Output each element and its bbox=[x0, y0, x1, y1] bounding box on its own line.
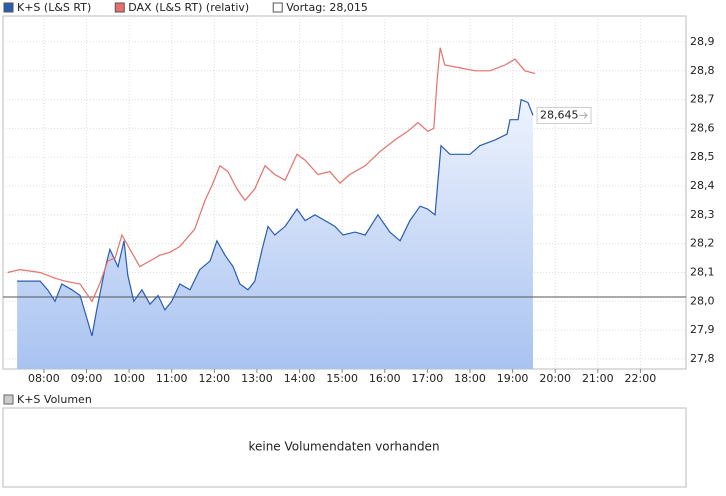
last-value-label: 28,645 bbox=[540, 108, 579, 121]
legend-label: K+S (L&S RT) bbox=[17, 1, 91, 14]
legend-label: DAX (L&S RT) (relativ) bbox=[128, 1, 249, 14]
x-tick-label: 08:00 bbox=[28, 372, 60, 385]
y-tick-label: 28,1 bbox=[690, 265, 715, 278]
legend-swatch bbox=[114, 2, 125, 13]
y-tick-label: 28,9 bbox=[690, 35, 715, 48]
volume-legend-box bbox=[3, 394, 14, 405]
legend: K+S (L&S RT) DAX (L&S RT) (relativ) Vortag… bbox=[3, 1, 368, 14]
x-tick-label: 22:00 bbox=[625, 372, 657, 385]
y-tick-label: 28,8 bbox=[690, 64, 715, 77]
legend-swatch bbox=[272, 2, 283, 13]
y-tick-label: 28,6 bbox=[690, 121, 715, 134]
y-tick-label: 27,8 bbox=[690, 352, 715, 365]
legend-label: Vortag: 28,015 bbox=[286, 1, 368, 14]
y-tick-label: 28,0 bbox=[690, 294, 715, 307]
volume-message: keine Volumendaten vorhanden bbox=[248, 440, 439, 454]
x-tick-label: 09:00 bbox=[71, 372, 103, 385]
last-value-arrow bbox=[579, 112, 588, 119]
x-tick-label: 19:00 bbox=[497, 372, 529, 385]
x-tick-label: 21:00 bbox=[582, 372, 614, 385]
y-tick-label: 28,4 bbox=[690, 179, 715, 192]
x-tick-label: 12:00 bbox=[198, 372, 230, 385]
y-tick-label: 28,3 bbox=[690, 208, 715, 221]
x-tick-label: 13:00 bbox=[241, 372, 273, 385]
x-tick-label: 11:00 bbox=[156, 372, 188, 385]
volume-title: K+S Volumen bbox=[17, 393, 92, 406]
x-tick-label: 20:00 bbox=[539, 372, 571, 385]
x-tick-label: 16:00 bbox=[369, 372, 401, 385]
x-tick-label: 14:00 bbox=[284, 372, 316, 385]
x-tick-label: 15:00 bbox=[326, 372, 358, 385]
x-tick-label: 18:00 bbox=[454, 372, 486, 385]
legend-swatch bbox=[3, 2, 14, 13]
area bbox=[17, 99, 534, 369]
last-value-box bbox=[536, 106, 592, 124]
y-tick-label: 27,9 bbox=[690, 323, 715, 336]
plot-area: 27,8 27,9 28,0 28,1 28,2 28,3 28,4 28,5 28,6 28,7… bbox=[3, 16, 715, 385]
x-tick-label: 10:00 bbox=[113, 372, 145, 385]
volume-frame bbox=[2, 407, 687, 488]
line bbox=[7, 47, 536, 303]
y-tick-label: 28,5 bbox=[690, 150, 715, 163]
y-tick-label: 28,2 bbox=[690, 237, 715, 250]
x-tick-label: 17:00 bbox=[412, 372, 444, 385]
y-tick-label: 28,7 bbox=[690, 93, 715, 106]
